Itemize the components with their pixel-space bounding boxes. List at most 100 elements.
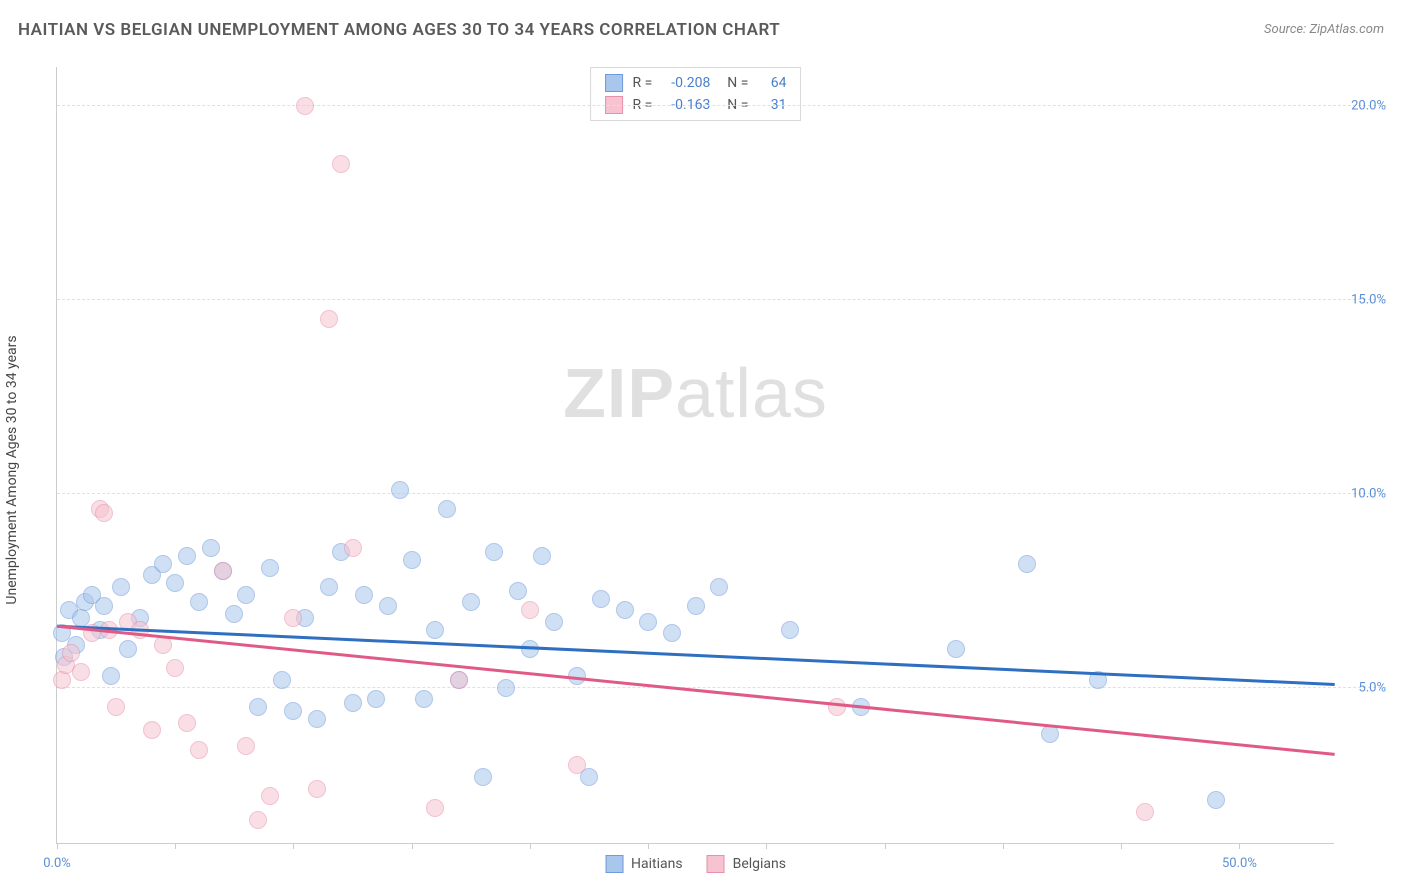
scatter-point bbox=[178, 714, 196, 732]
scatter-point bbox=[95, 504, 113, 522]
scatter-point bbox=[1136, 803, 1154, 821]
scatter-point bbox=[119, 640, 137, 658]
scatter-point bbox=[426, 799, 444, 817]
y-tick-label: 20.0% bbox=[1336, 98, 1386, 113]
x-tick bbox=[648, 843, 649, 849]
legend-swatch bbox=[605, 855, 623, 873]
scatter-point bbox=[781, 621, 799, 639]
scatter-point bbox=[391, 481, 409, 499]
scatter-point bbox=[426, 621, 444, 639]
scatter-point bbox=[102, 667, 120, 685]
source-attribution: Source: ZipAtlas.com bbox=[1264, 22, 1384, 37]
scatter-point bbox=[687, 597, 705, 615]
legend-label: Belgians bbox=[733, 856, 786, 872]
scatter-point bbox=[53, 671, 71, 689]
scatter-point bbox=[261, 559, 279, 577]
scatter-point bbox=[1207, 791, 1225, 809]
series-legend: Haitians Belgians bbox=[605, 855, 786, 873]
gridline bbox=[57, 493, 1386, 494]
scatter-point bbox=[62, 644, 80, 662]
scatter-point bbox=[225, 605, 243, 623]
scatter-point bbox=[308, 780, 326, 798]
stat-n-label: N = bbox=[720, 72, 748, 94]
scatter-point bbox=[379, 597, 397, 615]
scatter-point bbox=[249, 698, 267, 716]
x-tick bbox=[1003, 843, 1004, 849]
scatter-point bbox=[403, 551, 421, 569]
scatter-point bbox=[332, 155, 350, 173]
scatter-point bbox=[415, 690, 433, 708]
legend-label: Haitians bbox=[631, 856, 683, 872]
watermark: ZIPatlas bbox=[563, 353, 828, 433]
scatter-point bbox=[533, 547, 551, 565]
scatter-point bbox=[190, 741, 208, 759]
scatter-point bbox=[190, 593, 208, 611]
x-tick bbox=[1239, 843, 1240, 849]
scatter-point bbox=[485, 543, 503, 561]
scatter-point bbox=[1041, 725, 1059, 743]
scatter-point bbox=[616, 601, 634, 619]
scatter-point bbox=[202, 539, 220, 557]
scatter-point bbox=[545, 613, 563, 631]
scatter-point bbox=[154, 636, 172, 654]
scatter-point bbox=[95, 597, 113, 615]
scatter-point bbox=[284, 702, 302, 720]
scatter-point bbox=[154, 555, 172, 573]
scatter-point bbox=[237, 586, 255, 604]
scatter-point bbox=[107, 698, 125, 716]
scatter-point bbox=[72, 609, 90, 627]
scatter-point bbox=[521, 601, 539, 619]
scatter-point bbox=[320, 578, 338, 596]
scatter-point bbox=[592, 590, 610, 608]
x-tick bbox=[412, 843, 413, 849]
legend-swatch bbox=[707, 855, 725, 873]
scatter-point bbox=[344, 539, 362, 557]
plot-area: ZIPatlas R =-0.208 N =64R =-0.163 N =31 … bbox=[56, 67, 1334, 844]
scatter-point bbox=[663, 624, 681, 642]
scatter-point bbox=[462, 593, 480, 611]
scatter-point bbox=[166, 659, 184, 677]
source-label: Source: bbox=[1264, 22, 1306, 37]
scatter-point bbox=[296, 97, 314, 115]
scatter-point bbox=[355, 586, 373, 604]
scatter-point bbox=[367, 690, 385, 708]
legend-swatch bbox=[605, 74, 623, 92]
x-tick-label: 0.0% bbox=[43, 856, 71, 871]
scatter-point bbox=[438, 500, 456, 518]
x-tick bbox=[57, 843, 58, 849]
scatter-point bbox=[308, 710, 326, 728]
scatter-point bbox=[450, 671, 468, 689]
scatter-point bbox=[273, 671, 291, 689]
scatter-point bbox=[166, 574, 184, 592]
scatter-point bbox=[178, 547, 196, 565]
y-axis-label: Unemployment Among Ages 30 to 34 years bbox=[4, 335, 20, 604]
scatter-point bbox=[72, 663, 90, 681]
x-tick-label: 50.0% bbox=[1222, 856, 1257, 871]
stat-r-label: R = bbox=[633, 72, 653, 94]
chart-title: HAITIAN VS BELGIAN UNEMPLOYMENT AMONG AG… bbox=[18, 20, 780, 40]
scatter-point bbox=[474, 768, 492, 786]
scatter-point bbox=[710, 578, 728, 596]
scatter-point bbox=[284, 609, 302, 627]
scatter-point bbox=[143, 721, 161, 739]
scatter-point bbox=[568, 756, 586, 774]
scatter-point bbox=[344, 694, 362, 712]
correlation-stats-box: R =-0.208 N =64R =-0.163 N =31 bbox=[590, 67, 802, 121]
stat-n-value: 64 bbox=[758, 72, 786, 94]
chart-container: Unemployment Among Ages 30 to 34 years Z… bbox=[48, 55, 1386, 884]
watermark-rest: atlas bbox=[675, 354, 828, 432]
stat-r-value: -0.208 bbox=[662, 72, 710, 94]
x-tick bbox=[530, 843, 531, 849]
scatter-point bbox=[237, 737, 255, 755]
x-tick bbox=[885, 843, 886, 849]
scatter-point bbox=[497, 679, 515, 697]
watermark-bold: ZIP bbox=[563, 354, 675, 432]
y-tick-label: 15.0% bbox=[1336, 292, 1386, 307]
scatter-point bbox=[947, 640, 965, 658]
x-tick bbox=[766, 843, 767, 849]
gridline bbox=[57, 687, 1386, 688]
x-tick bbox=[293, 843, 294, 849]
x-tick bbox=[175, 843, 176, 849]
scatter-point bbox=[214, 562, 232, 580]
scatter-point bbox=[112, 578, 130, 596]
